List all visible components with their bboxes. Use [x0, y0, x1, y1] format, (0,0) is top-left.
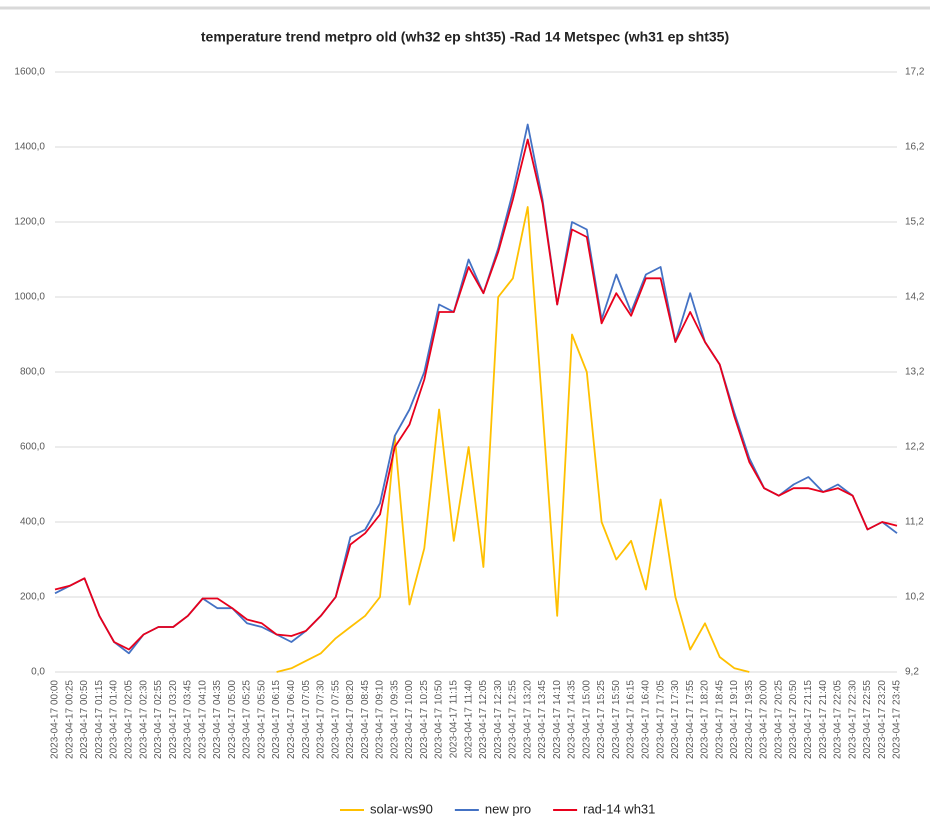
x-tick-label: 2023-04-17 16:15 [626, 680, 637, 759]
x-tick-label: 2023-04-17 19:10 [729, 680, 740, 759]
x-tick-label: 2023-04-17 22:30 [847, 680, 858, 759]
x-tick-label: 2023-04-17 10:50 [434, 680, 445, 759]
x-tick-label: 2023-04-17 23:20 [877, 680, 888, 759]
x-tick-label: 2023-04-17 14:35 [567, 680, 578, 759]
x-tick-label: 2023-04-17 12:05 [478, 680, 489, 759]
y-tick-label: 1600,0 [14, 67, 45, 78]
x-tick-label: 2023-04-17 09:10 [375, 680, 386, 759]
legend-label: new pro [485, 801, 531, 816]
y2-tick-label: 15,2 [905, 217, 925, 228]
x-tick-label: 2023-04-17 02:30 [138, 680, 149, 759]
x-tick-label: 2023-04-17 17:30 [670, 680, 681, 759]
x-tick-label: 2023-04-17 08:20 [345, 680, 356, 759]
x-tick-label: 2023-04-17 14:10 [552, 680, 563, 759]
x-tick-label: 2023-04-17 13:20 [522, 680, 533, 759]
x-tick-label: 2023-04-17 07:55 [330, 680, 341, 759]
x-tick-label: 2023-04-17 04:10 [197, 680, 208, 759]
x-tick-label: 2023-04-17 02:55 [153, 680, 164, 759]
x-tick-label: 2023-04-17 22:55 [862, 680, 873, 759]
x-tick-label: 2023-04-17 03:45 [183, 680, 194, 759]
y2-tick-label: 10,2 [905, 592, 925, 603]
y2-tick-label: 14,2 [905, 292, 925, 303]
x-tick-label: 2023-04-17 17:55 [685, 680, 696, 759]
x-tick-label: 2023-04-17 15:50 [611, 680, 622, 759]
x-tick-label: 2023-04-17 18:45 [714, 680, 725, 759]
x-tick-label: 2023-04-17 00:00 [50, 680, 61, 759]
x-tick-label: 2023-04-17 20:50 [788, 680, 799, 759]
x-tick-label: 2023-04-17 02:05 [124, 680, 135, 759]
x-tick-label: 2023-04-17 20:00 [759, 680, 770, 759]
x-tick-label: 2023-04-17 05:00 [227, 680, 238, 759]
y2-tick-label: 12,2 [905, 442, 925, 453]
y-tick-label: 800,0 [20, 367, 45, 378]
y-tick-label: 1000,0 [14, 292, 45, 303]
x-tick-label: 2023-04-17 07:05 [301, 680, 312, 759]
x-tick-label: 2023-04-17 09:35 [389, 680, 400, 759]
x-tick-label: 2023-04-17 10:25 [419, 680, 430, 759]
x-tick-label: 2023-04-17 21:15 [803, 680, 814, 759]
series-line [54, 138, 898, 651]
y-tick-label: 600,0 [20, 442, 45, 453]
y2-tick-label: 11,2 [905, 517, 924, 528]
x-tick-label: 2023-04-17 23:45 [892, 680, 903, 759]
y2-tick-label: 16,2 [905, 142, 925, 153]
x-tick-label: 2023-04-17 01:15 [94, 680, 105, 759]
y-tick-label: 1400,0 [14, 142, 45, 153]
x-tick-label: 2023-04-17 16:40 [641, 680, 652, 759]
x-tick-label: 2023-04-17 15:00 [581, 680, 592, 759]
x-tick-label: 2023-04-17 00:25 [64, 680, 75, 759]
legend-label: solar-ws90 [370, 801, 433, 816]
x-tick-label: 2023-04-17 20:25 [773, 680, 784, 759]
y2-tick-label: 9,2 [905, 667, 919, 678]
x-tick-label: 2023-04-17 00:50 [79, 680, 90, 759]
y-tick-label: 1200,0 [14, 217, 45, 228]
y-tick-label: 200,0 [20, 592, 45, 603]
chart-title: temperature trend metpro old (wh32 ep sh… [201, 29, 729, 45]
y2-tick-label: 17,2 [905, 67, 925, 78]
x-tick-label: 2023-04-17 07:30 [316, 680, 327, 759]
x-tick-label: 2023-04-17 08:45 [360, 680, 371, 759]
x-tick-label: 2023-04-17 11:15 [448, 680, 459, 759]
x-tick-label: 2023-04-17 13:45 [537, 680, 548, 759]
y-tick-label: 400,0 [20, 517, 45, 528]
x-tick-label: 2023-04-17 18:20 [700, 680, 711, 759]
x-tick-label: 2023-04-17 12:55 [508, 680, 519, 759]
x-tick-label: 2023-04-17 17:05 [655, 680, 666, 759]
series-line [54, 123, 898, 655]
x-tick-label: 2023-04-17 06:40 [286, 680, 297, 759]
x-tick-label: 2023-04-17 05:25 [242, 680, 253, 759]
x-tick-label: 2023-04-17 10:00 [404, 680, 415, 759]
x-tick-label: 2023-04-17 19:35 [744, 680, 755, 759]
x-tick-label: 2023-04-17 11:40 [463, 680, 474, 759]
x-tick-label: 2023-04-17 03:20 [168, 680, 179, 759]
x-tick-label: 2023-04-17 05:50 [256, 680, 267, 759]
y2-tick-label: 13,2 [905, 367, 925, 378]
series-line [276, 206, 750, 673]
x-tick-label: 2023-04-17 22:05 [833, 680, 844, 759]
x-tick-label: 2023-04-17 21:40 [818, 680, 829, 759]
x-tick-label: 2023-04-17 06:15 [271, 680, 282, 759]
x-tick-label: 2023-04-17 15:25 [596, 680, 607, 759]
legend-label: rad-14 wh31 [583, 801, 655, 816]
x-tick-label: 2023-04-17 04:35 [212, 680, 223, 759]
y-tick-label: 0,0 [31, 667, 45, 678]
x-tick-label: 2023-04-17 12:30 [493, 680, 504, 759]
x-tick-label: 2023-04-17 01:40 [109, 680, 120, 759]
